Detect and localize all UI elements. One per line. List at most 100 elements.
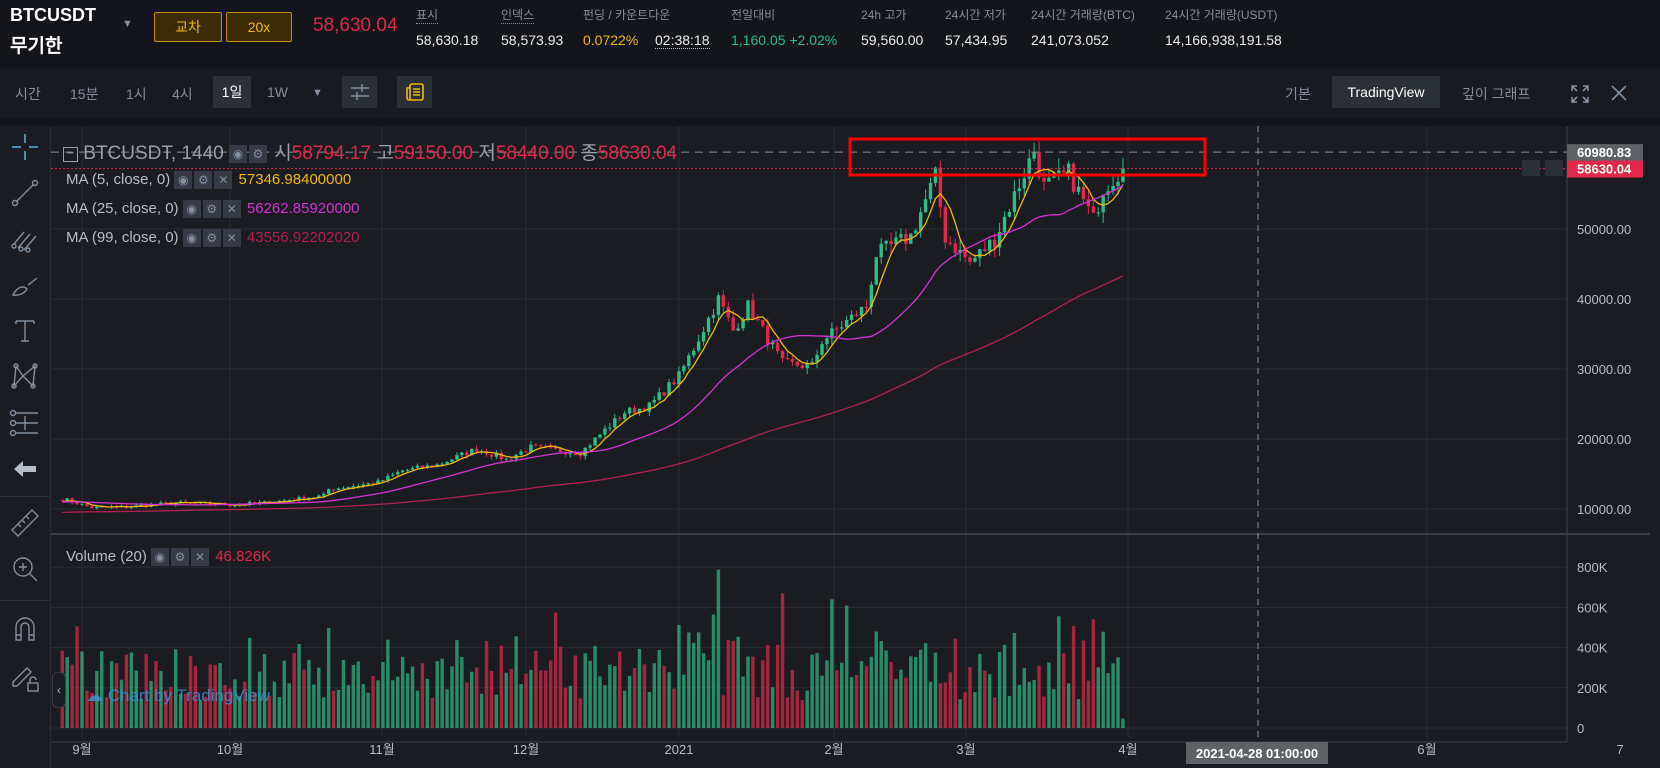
volume-bar bbox=[770, 687, 775, 728]
measure-range-icon[interactable] bbox=[8, 406, 42, 440]
remove-icon[interactable]: ✕ bbox=[222, 229, 241, 248]
pattern-icon[interactable] bbox=[8, 360, 42, 394]
volume-bar bbox=[820, 675, 824, 728]
candle-body bbox=[1007, 211, 1012, 217]
candle-body bbox=[317, 495, 321, 498]
candle-body bbox=[657, 392, 661, 400]
eye-icon[interactable]: ◉ bbox=[182, 229, 201, 248]
close-value: 58630.04 bbox=[597, 143, 678, 164]
volume-bar bbox=[331, 690, 336, 728]
tradingview-watermark[interactable]: ☁ Chart by TradingView bbox=[86, 686, 270, 706]
candle-body bbox=[548, 446, 553, 448]
view-depth[interactable]: 깊이 그래프 bbox=[1462, 86, 1531, 102]
gear-icon[interactable]: ⚙ bbox=[202, 200, 221, 219]
candle-body bbox=[830, 328, 834, 339]
gear-icon[interactable]: ⚙ bbox=[194, 171, 213, 190]
fullscreen-icon[interactable] bbox=[1570, 84, 1590, 104]
indicators-button[interactable] bbox=[397, 76, 432, 108]
candle-body bbox=[1017, 188, 1022, 192]
candle-body bbox=[1091, 206, 1096, 213]
interval-time[interactable]: 시간 bbox=[15, 86, 41, 102]
symbol-dropdown-icon[interactable]: ▼ bbox=[122, 18, 133, 30]
volume-bar bbox=[465, 682, 469, 728]
candle-body bbox=[139, 504, 143, 506]
gear-icon[interactable]: ⚙ bbox=[171, 548, 190, 567]
lock-drawings-icon[interactable] bbox=[8, 660, 42, 694]
close-icon[interactable] bbox=[1611, 85, 1627, 101]
candle-body bbox=[840, 327, 844, 329]
volume-bar bbox=[672, 688, 676, 728]
remove-icon[interactable]: ✕ bbox=[214, 171, 233, 190]
candle-body bbox=[894, 237, 898, 245]
volume-bar bbox=[420, 663, 425, 728]
candle-body bbox=[164, 502, 168, 504]
candle-body bbox=[489, 454, 494, 457]
eye-icon[interactable]: ◉ bbox=[151, 548, 170, 567]
candle-body bbox=[1012, 191, 1017, 212]
volume-bar bbox=[307, 659, 311, 728]
volume-bar bbox=[479, 693, 484, 728]
candle-body bbox=[884, 240, 888, 244]
volume-axis-label: 200K bbox=[1577, 681, 1608, 696]
candle-body bbox=[642, 408, 647, 412]
brush-icon[interactable] bbox=[8, 268, 42, 302]
remove-icon[interactable]: ✕ bbox=[222, 200, 241, 219]
gear-icon[interactable]: ⚙ bbox=[202, 229, 221, 248]
candle-body bbox=[183, 501, 188, 503]
open-label: 시 bbox=[274, 143, 292, 164]
interval-15m[interactable]: 15분 bbox=[70, 86, 99, 102]
volume-bar bbox=[726, 639, 730, 728]
volume-bar bbox=[756, 697, 760, 728]
chart-area[interactable]: 60980.83 58630.04 50000.00 40000.00 30000.00… bbox=[0, 126, 1660, 768]
series-title: BTCUSDT, 1440 bbox=[83, 143, 224, 164]
interval-1w[interactable]: 1W bbox=[267, 84, 288, 100]
eye-icon[interactable]: ◉ bbox=[229, 144, 248, 163]
volume-bar bbox=[174, 649, 178, 728]
zoom-in-icon[interactable] bbox=[8, 552, 42, 586]
magnet-icon[interactable] bbox=[8, 612, 42, 646]
candle-body bbox=[494, 452, 499, 457]
crosshair-icon[interactable] bbox=[8, 130, 42, 164]
candle-body bbox=[65, 498, 69, 501]
symbol-name[interactable]: BTCUSDT bbox=[10, 5, 96, 25]
view-tradingview[interactable]: TradingView bbox=[1332, 76, 1440, 108]
chart-settings-button[interactable] bbox=[342, 76, 377, 108]
hide-toolbar-arrow-icon[interactable] bbox=[8, 452, 42, 486]
remove-icon[interactable]: ✕ bbox=[191, 548, 210, 567]
vol-btc-label: 24시간 거래량(BTC) bbox=[1031, 8, 1135, 22]
volume-legend: Volume (20) ◉ ⚙ ✕ 46.826K bbox=[66, 548, 271, 567]
interval-1d[interactable]: 1일 bbox=[213, 76, 251, 108]
candle-body bbox=[627, 407, 632, 414]
leverage-button[interactable]: 20x bbox=[226, 12, 292, 42]
candle-body bbox=[603, 428, 607, 435]
candle-body bbox=[1076, 186, 1081, 192]
volume-bar bbox=[879, 640, 883, 728]
trend-line-icon[interactable] bbox=[8, 176, 42, 210]
more-intervals-icon[interactable]: ▼ bbox=[312, 87, 323, 99]
time-axis-label: 4월 bbox=[1118, 742, 1137, 757]
price-chart[interactable]: 60980.83 58630.04 50000.00 40000.00 30000.00… bbox=[0, 126, 1660, 768]
ruler-icon[interactable] bbox=[8, 506, 42, 540]
candle-body bbox=[1062, 170, 1066, 173]
candle-body bbox=[90, 505, 94, 509]
eye-icon[interactable]: ◉ bbox=[182, 200, 201, 219]
collapse-legend-icon[interactable]: − bbox=[63, 147, 78, 162]
margin-mode-button[interactable]: 교차 bbox=[154, 12, 222, 42]
series-legend: − BTCUSDT, 1440 ◉ ⚙ 시58794.17 고59150.00 저… bbox=[63, 138, 677, 165]
pitchfork-icon[interactable] bbox=[8, 222, 42, 256]
eye-icon[interactable]: ◉ bbox=[174, 171, 193, 190]
gear-icon[interactable]: ⚙ bbox=[249, 144, 268, 163]
volume-bar bbox=[524, 673, 528, 728]
candle-body bbox=[465, 452, 469, 456]
volume-bar bbox=[943, 682, 948, 728]
text-icon[interactable] bbox=[8, 314, 42, 348]
view-basic[interactable]: 기본 bbox=[1285, 86, 1311, 102]
volume-bar bbox=[622, 690, 627, 728]
interval-4h[interactable]: 4시 bbox=[172, 86, 193, 102]
candle-body bbox=[1071, 163, 1076, 192]
candle-body bbox=[889, 240, 893, 245]
interval-1h[interactable]: 1시 bbox=[126, 86, 147, 102]
scroll-left-button[interactable]: ‹ bbox=[52, 672, 66, 708]
volume-bar bbox=[346, 685, 351, 728]
candle-body bbox=[785, 358, 790, 360]
